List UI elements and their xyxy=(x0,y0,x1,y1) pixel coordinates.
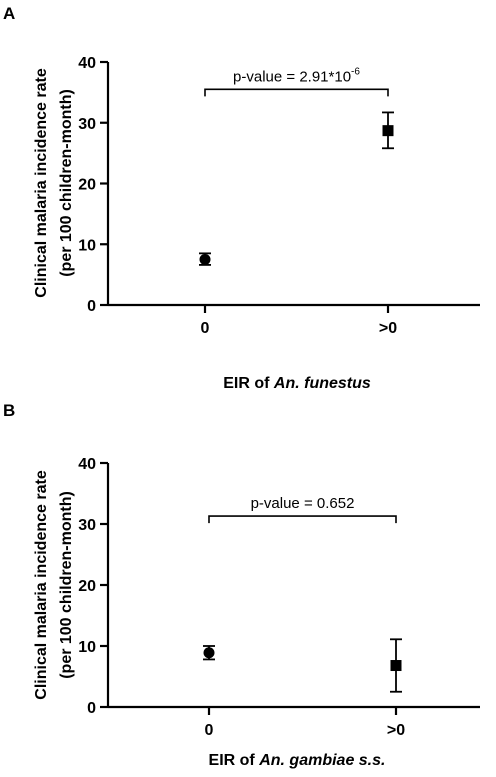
x-tick-label: 0 xyxy=(205,722,214,739)
data-point-square xyxy=(390,660,402,672)
p-value-annotation: p-value = 2.91*10-6 xyxy=(233,66,360,85)
data-point-circle xyxy=(199,253,211,265)
y-tick-label: 30 xyxy=(78,116,96,133)
y-axis-label-a: Clinical malaria incidence rate (per 100… xyxy=(33,68,75,298)
panel-a: A Clinical malaria incidence rate (per 1… xyxy=(3,4,480,392)
y-tick-label: 20 xyxy=(78,177,96,194)
x-axis-label-b: EIR of An. gambiae s.s. xyxy=(209,752,386,769)
y-axis-label-line2: (per 100 children-month) xyxy=(58,89,75,277)
significance-bracket xyxy=(208,515,397,524)
significance-bracket xyxy=(204,88,389,97)
y-tick-label: 20 xyxy=(78,578,96,595)
p-value-annotation: p-value = 0.652 xyxy=(251,495,355,512)
x-tick-label: >0 xyxy=(379,320,397,337)
y-axis-label-line1: Clinical malaria incidence rate xyxy=(33,470,50,700)
y-axis-label-line2: (per 100 children-month) xyxy=(58,491,75,679)
y-tick-label: 40 xyxy=(78,456,96,473)
y-axis-label-line1: Clinical malaria incidence rate xyxy=(33,68,50,298)
data-point-square xyxy=(382,125,394,137)
x-axis-label-a: EIR of An. funestus xyxy=(223,375,371,392)
y-axis-label-b: Clinical malaria incidence rate (per 100… xyxy=(33,470,75,700)
panel-label-a: A xyxy=(3,4,15,23)
panel-label-b: B xyxy=(3,401,15,420)
y-tick-label: 10 xyxy=(78,237,96,254)
y-tick-label: 0 xyxy=(87,298,96,315)
y-tick-label: 30 xyxy=(78,517,96,534)
panel-b: B Clinical malaria incidence rate (per 1… xyxy=(3,401,480,769)
y-tick-label: 10 xyxy=(78,639,96,656)
y-tick-label: 40 xyxy=(78,55,96,72)
y-tick-label: 0 xyxy=(87,700,96,717)
data-point-circle xyxy=(203,647,215,659)
x-tick-label: >0 xyxy=(387,722,405,739)
x-tick-label: 0 xyxy=(201,320,210,337)
